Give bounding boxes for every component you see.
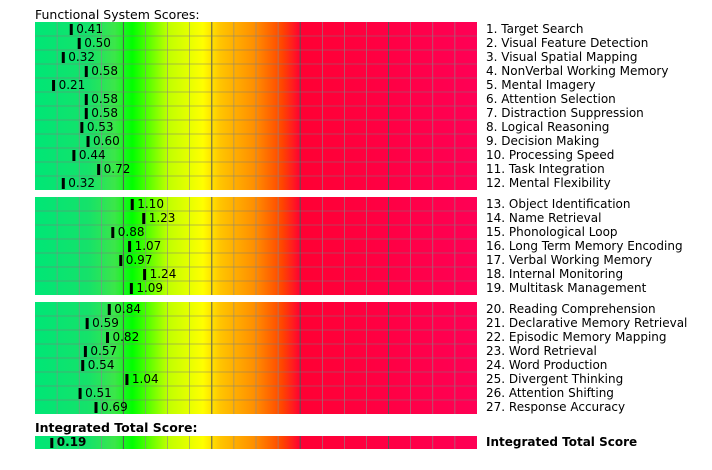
- function-label: 3. Visual Spatial Mapping: [486, 50, 638, 64]
- score-value-label: 0.53: [87, 120, 114, 134]
- function-label: 5. Mental Imagery: [486, 78, 595, 92]
- function-label: 20. Reading Comprehension: [486, 302, 656, 316]
- function-label: 18. Internal Monitoring: [486, 267, 623, 281]
- score-value-label: 0.82: [112, 330, 139, 344]
- function-label: 24. Word Production: [486, 358, 607, 372]
- score-value-label: 0.41: [76, 22, 103, 36]
- function-label: 14. Name Retrieval: [486, 211, 601, 225]
- score-value-label: 1.10: [137, 197, 164, 211]
- function-label: 13. Object Identification: [486, 197, 630, 211]
- function-label: 8. Logical Reasoning: [486, 120, 609, 134]
- function-label: 9. Decision Making: [486, 134, 599, 148]
- score-value-label: 0.84: [114, 302, 141, 316]
- total-score-title: Integrated Total Score:: [35, 420, 198, 435]
- score-marker: [83, 346, 87, 357]
- function-label: 15. Phonological Loop: [486, 225, 618, 239]
- score-marker: [129, 283, 133, 294]
- score-marker: [86, 136, 90, 147]
- score-value-label: 0.88: [118, 225, 145, 239]
- function-label: 26. Attention Shifting: [486, 386, 614, 400]
- score-marker: [61, 178, 65, 189]
- score-value-label: 0.58: [91, 64, 118, 78]
- score-value-label: 0.97: [126, 253, 153, 267]
- function-label: 1. Target Search: [486, 22, 583, 36]
- score-marker: [119, 255, 123, 266]
- score-marker: [72, 150, 76, 161]
- score-marker: [130, 199, 134, 210]
- score-marker: [81, 360, 85, 371]
- score-value-label: 1.23: [149, 211, 176, 225]
- score-marker: [111, 227, 115, 238]
- score-marker: [107, 304, 111, 315]
- score-value-label: 0.32: [68, 176, 95, 190]
- function-label: 25. Divergent Thinking: [486, 372, 623, 386]
- score-value-label: 0.59: [92, 316, 119, 330]
- function-label: 23. Word Retrieval: [486, 344, 597, 358]
- score-value-label: 0.51: [85, 386, 112, 400]
- score-marker: [84, 66, 88, 77]
- score-marker: [97, 164, 101, 175]
- score-value-label: 1.07: [135, 239, 162, 253]
- score-value-label: 1.24: [150, 267, 177, 281]
- score-value-label: 0.58: [91, 106, 118, 120]
- function-label: 17. Verbal Working Memory: [486, 253, 652, 267]
- score-marker: [61, 52, 65, 63]
- function-label: 7. Distraction Suppression: [486, 106, 644, 120]
- score-marker: [85, 318, 89, 329]
- score-marker: [80, 122, 84, 133]
- function-label: 6. Attention Selection: [486, 92, 616, 106]
- score-value-label: 0.50: [84, 36, 111, 50]
- score-marker: [52, 80, 56, 91]
- score-value-label: 0.44: [79, 148, 106, 162]
- function-label: 2. Visual Feature Detection: [486, 36, 648, 50]
- score-value-label: 0.57: [90, 344, 117, 358]
- score-marker: [78, 388, 82, 399]
- score-marker: [128, 241, 132, 252]
- function-label: 16. Long Term Memory Encoding: [486, 239, 683, 253]
- function-label: 19. Multitask Management: [486, 281, 647, 295]
- score-value-label: 0.69: [101, 400, 128, 414]
- score-value-label: 1.09: [136, 281, 163, 295]
- score-value-label: 0.72: [104, 162, 131, 176]
- score-value-label: 0.54: [88, 358, 115, 372]
- function-label: 21. Declarative Memory Retrieval: [486, 316, 687, 330]
- score-marker: [125, 374, 129, 385]
- score-marker: [142, 213, 146, 224]
- score-value-label: 0.19: [57, 435, 87, 449]
- score-marker: [77, 38, 81, 49]
- chart-title: Functional System Scores:: [35, 7, 200, 22]
- function-label: 4. NonVerbal Working Memory: [486, 64, 668, 78]
- score-marker: [50, 438, 54, 448]
- function-label: 10. Processing Speed: [486, 148, 614, 162]
- score-marker: [84, 108, 88, 119]
- function-label: Integrated Total Score: [486, 435, 637, 449]
- score-marker: [143, 269, 147, 280]
- score-marker: [84, 94, 88, 105]
- function-label: 27. Response Accuracy: [486, 400, 625, 414]
- score-value-label: 0.58: [91, 92, 118, 106]
- score-marker: [105, 332, 109, 343]
- function-label: 11. Task Integration: [486, 162, 605, 176]
- score-marker: [69, 24, 73, 35]
- score-value-label: 0.32: [68, 50, 95, 64]
- function-label: 22. Episodic Memory Mapping: [486, 330, 667, 344]
- score-value-label: 1.04: [132, 372, 159, 386]
- score-marker: [94, 402, 98, 413]
- score-value-label: 0.21: [59, 78, 86, 92]
- score-value-label: 0.60: [93, 134, 120, 148]
- function-label: 12. Mental Flexibility: [486, 176, 611, 190]
